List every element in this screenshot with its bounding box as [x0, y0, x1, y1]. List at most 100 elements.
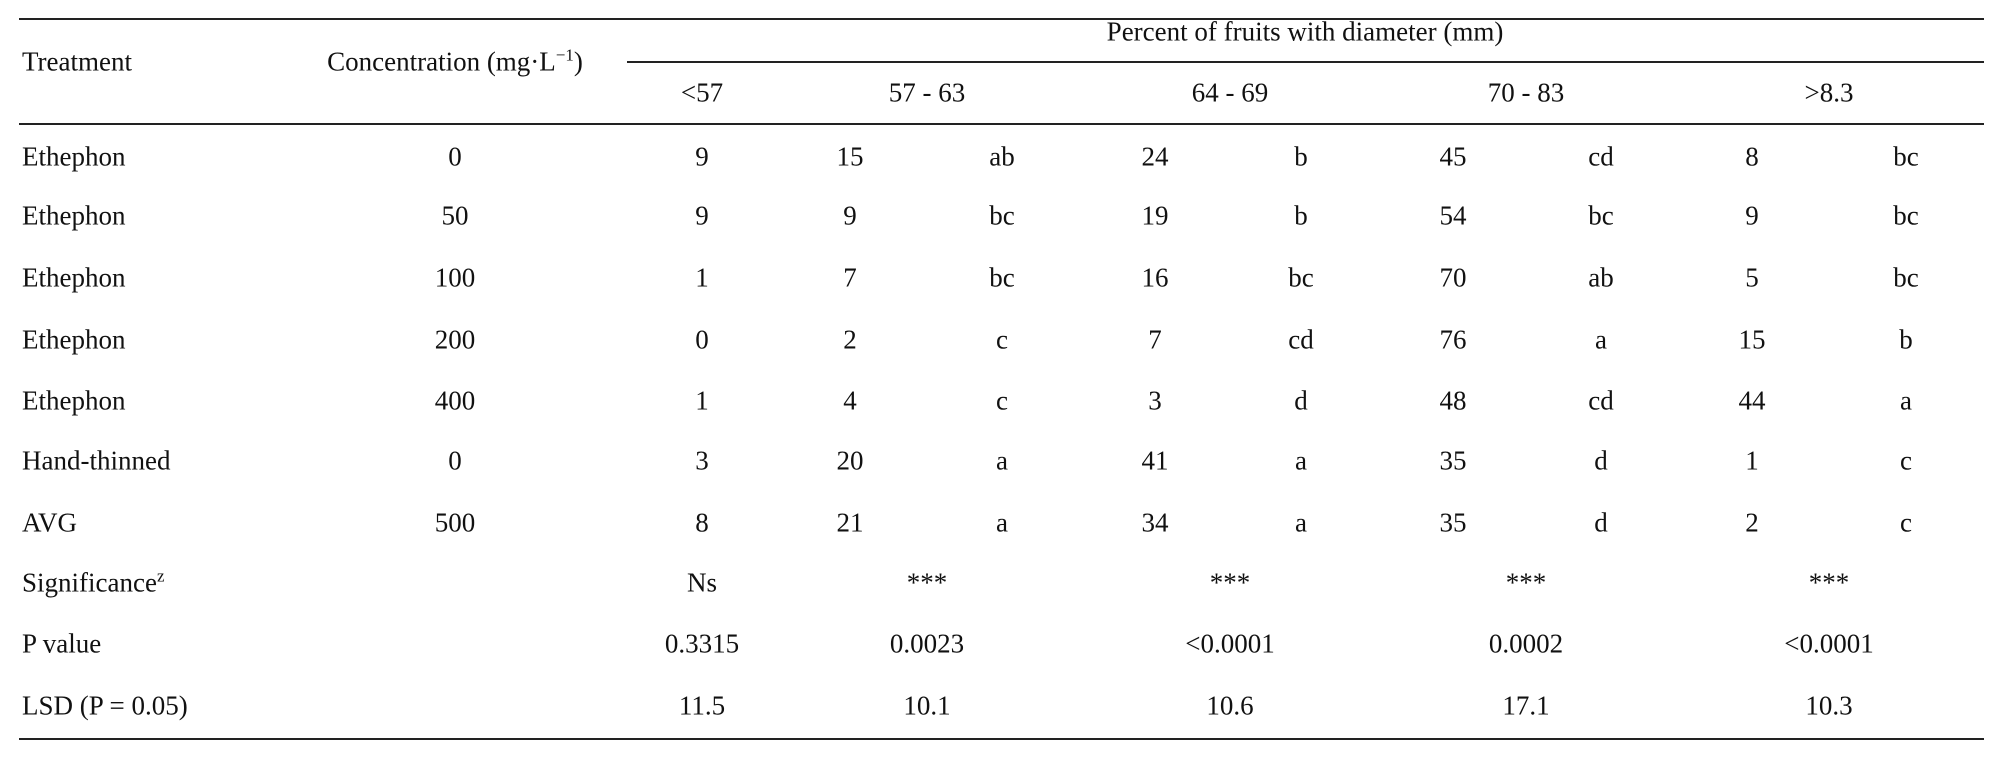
- significance-letter: a: [996, 507, 1008, 538]
- percent-value: 70: [1439, 262, 1467, 293]
- top-rule: [19, 18, 1984, 20]
- significance-letter: a: [1295, 507, 1307, 538]
- percent-value: 9: [695, 141, 709, 172]
- percent-value: 24: [1141, 141, 1169, 172]
- treatment: Ethephon: [22, 141, 126, 172]
- significance-letter: d: [1594, 507, 1608, 538]
- header-concentration: Concentration (mg·L−1): [327, 45, 583, 77]
- percent-value: 15: [1738, 324, 1766, 355]
- percent-value: 54: [1439, 200, 1467, 231]
- footer-label-text: Significance: [22, 567, 157, 598]
- footer-value: ***: [906, 567, 948, 598]
- treatment: Hand-thinned: [22, 445, 171, 476]
- footer-value: ***: [1505, 567, 1547, 598]
- significance-letter: bc: [1288, 262, 1314, 293]
- percent-value: 16: [1141, 262, 1169, 293]
- percent-value: 19: [1141, 200, 1169, 231]
- significance-letter: a: [996, 445, 1008, 476]
- concentration: 0: [448, 141, 462, 172]
- footnote-mark: z: [156, 566, 165, 586]
- percent-value: 2: [1745, 507, 1759, 538]
- footer-value: 11.5: [678, 690, 726, 721]
- significance-letter: cd: [1288, 324, 1314, 355]
- header-rule: [19, 123, 1984, 125]
- significance-letter: c: [1900, 507, 1912, 538]
- header-treatment: Treatment: [22, 46, 132, 77]
- footer-label: P value: [22, 628, 102, 659]
- significance-letter: cd: [1588, 385, 1614, 416]
- percent-value: 9: [695, 200, 709, 231]
- group-rule: [627, 61, 1984, 63]
- significance-letter: b: [1899, 324, 1913, 355]
- significance-letter: ab: [1588, 262, 1614, 293]
- treatment: Ethephon: [22, 262, 126, 293]
- significance-letter: bc: [989, 200, 1015, 231]
- range-header: <57: [680, 77, 724, 108]
- footer-value: ***: [1808, 567, 1850, 598]
- significance-letter: a: [1295, 445, 1307, 476]
- bottom-rule: [19, 738, 1984, 740]
- percent-value: 8: [695, 507, 709, 538]
- significance-letter: ab: [989, 141, 1015, 172]
- concentration-unit-exponent: −1: [555, 45, 574, 65]
- footer-label-text: P value: [22, 628, 102, 659]
- percent-value: 48: [1439, 385, 1467, 416]
- percent-value: 3: [1148, 385, 1162, 416]
- percent-value: 41: [1141, 445, 1169, 476]
- significance-letter: bc: [1893, 200, 1919, 231]
- percent-value: 7: [1148, 324, 1162, 355]
- footer-value: 10.3: [1805, 690, 1853, 721]
- significance-letter: b: [1294, 141, 1308, 172]
- treatment: Ethephon: [22, 200, 126, 231]
- significance-letter: b: [1294, 200, 1308, 231]
- significance-letter: c: [1900, 445, 1912, 476]
- percent-value: 20: [836, 445, 864, 476]
- footer-value: Ns: [686, 567, 718, 598]
- percent-value: 1: [1745, 445, 1759, 476]
- significance-letter: bc: [989, 262, 1015, 293]
- footer-value: 0.0023: [889, 628, 965, 659]
- footer-value: 10.1: [903, 690, 951, 721]
- footer-label-text: LSD (P = 0.05): [22, 690, 188, 721]
- concentration: 100: [434, 262, 476, 293]
- treatment: AVG: [22, 507, 78, 538]
- percent-value: 1: [695, 385, 709, 416]
- percent-value: 8: [1745, 141, 1759, 172]
- treatment: Ethephon: [22, 385, 126, 416]
- percent-value: 0: [695, 324, 709, 355]
- significance-letter: a: [1900, 385, 1912, 416]
- concentration-close: ): [573, 46, 583, 77]
- footer-label: LSD (P = 0.05): [22, 690, 188, 721]
- significance-letter: bc: [1588, 200, 1614, 231]
- footer-value: <0.0001: [1784, 628, 1874, 659]
- significance-letter: a: [1595, 324, 1607, 355]
- footer-value: ***: [1209, 567, 1251, 598]
- significance-letter: c: [996, 385, 1008, 416]
- footer-value: 0.0002: [1488, 628, 1564, 659]
- range-header: 64 - 69: [1191, 77, 1269, 108]
- percent-value: 44: [1738, 385, 1766, 416]
- range-header: 70 - 83: [1487, 77, 1565, 108]
- significance-letter: cd: [1588, 141, 1614, 172]
- significance-letter: c: [996, 324, 1008, 355]
- footer-value: 0.3315: [664, 628, 740, 659]
- percent-value: 45: [1439, 141, 1467, 172]
- significance-letter: d: [1594, 445, 1608, 476]
- percent-value: 7: [843, 262, 857, 293]
- percent-value: 9: [1745, 200, 1759, 231]
- percent-value: 5: [1745, 262, 1759, 293]
- percent-value: 3: [695, 445, 709, 476]
- percent-value: 21: [836, 507, 864, 538]
- percent-value: 35: [1439, 445, 1467, 476]
- footer-value: 17.1: [1502, 690, 1550, 721]
- range-header: >8.3: [1804, 77, 1854, 108]
- concentration: 0: [448, 445, 462, 476]
- percent-value: 2: [843, 324, 857, 355]
- percent-value: 1: [695, 262, 709, 293]
- concentration: 200: [434, 324, 476, 355]
- percent-value: 35: [1439, 507, 1467, 538]
- percent-value: 34: [1141, 507, 1169, 538]
- footer-value: <0.0001: [1185, 628, 1275, 659]
- percent-value: 15: [836, 141, 864, 172]
